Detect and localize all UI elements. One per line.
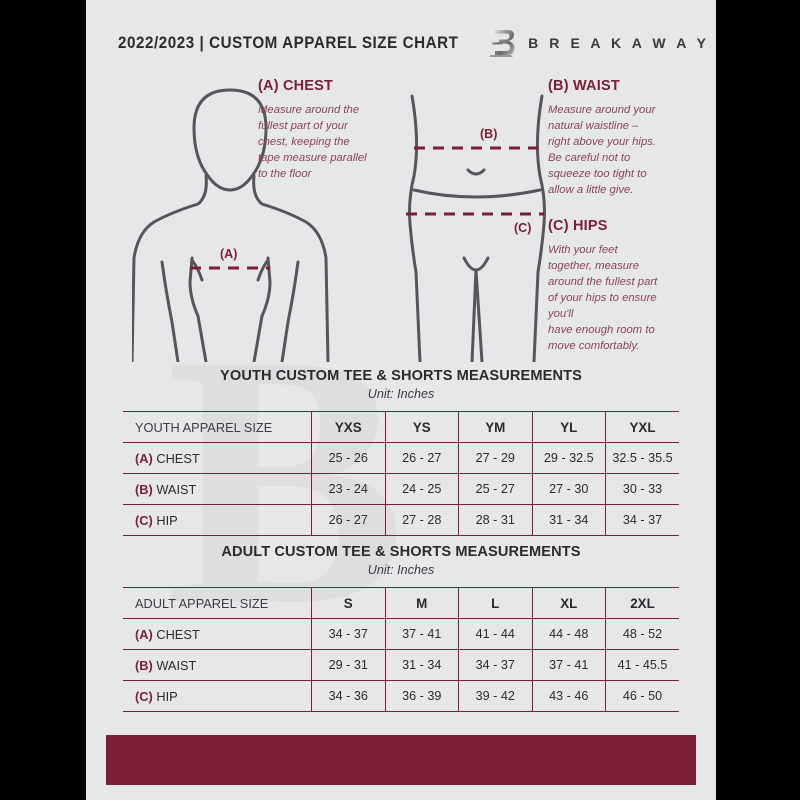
lower-body-figure: (B) (C) bbox=[406, 94, 546, 362]
table-cell: 37 - 41 bbox=[531, 649, 606, 681]
youth-section: YOUTH CUSTOM TEE & SHORTS MEASUREMENTS U… bbox=[86, 368, 716, 536]
adult-header-row: ADULT APPAREL SIZE S M L XL 2XL bbox=[123, 587, 679, 619]
brand-wordmark: B R E A K A W A Y bbox=[528, 35, 710, 51]
table-cell: 41 - 45.5 bbox=[605, 649, 679, 681]
table-cell: 24 - 25 bbox=[384, 473, 459, 505]
adult-section-unit: Unit: Inches bbox=[367, 563, 435, 577]
row-label-text: WAIST bbox=[156, 657, 197, 673]
footer-bar bbox=[106, 735, 696, 785]
table-row: (C) HIP 26 - 27 27 - 28 28 - 31 31 - 34 … bbox=[123, 504, 679, 536]
table-cell: 25 - 26 bbox=[311, 442, 386, 474]
row-tag: (A) bbox=[135, 450, 153, 466]
adult-row-label: (B) WAIST bbox=[123, 649, 312, 681]
table-row: (A) CHEST 34 - 37 37 - 41 41 - 44 44 - 4… bbox=[123, 618, 679, 650]
page-header: 2022/2023 | CUSTOM APPAREL SIZE CHART bbox=[86, 26, 716, 60]
table-cell: 36 - 39 bbox=[384, 680, 459, 712]
table-cell: 23 - 24 bbox=[311, 473, 386, 505]
hips-marker-label: (C) bbox=[514, 221, 531, 235]
youth-size-header: YL bbox=[531, 411, 606, 443]
row-tag: (B) bbox=[135, 481, 153, 497]
row-label-text: CHEST bbox=[156, 626, 200, 642]
adult-size-header: L bbox=[458, 587, 533, 619]
table-cell: 26 - 27 bbox=[311, 504, 386, 536]
table-cell: 34 - 37 bbox=[458, 649, 533, 681]
table-row: (B) WAIST 29 - 31 31 - 34 34 - 37 37 - 4… bbox=[123, 649, 679, 681]
adult-size-header: S bbox=[311, 587, 386, 619]
adult-size-label: ADULT APPAREL SIZE bbox=[123, 587, 312, 619]
table-cell: 46 - 50 bbox=[605, 680, 679, 712]
table-cell: 32.5 - 35.5 bbox=[605, 442, 679, 474]
adult-size-table: ADULT APPAREL SIZE S M L XL 2XL (A) CHES… bbox=[123, 587, 679, 712]
callout-hips: (C) HIPS With your feet together, measur… bbox=[548, 218, 690, 354]
youth-section-unit: Unit: Inches bbox=[367, 387, 435, 401]
youth-row-label: (C) HIP bbox=[123, 504, 312, 536]
chest-marker-label: (A) bbox=[220, 247, 237, 261]
table-cell: 43 - 46 bbox=[531, 680, 606, 712]
table-cell: 25 - 27 bbox=[458, 473, 533, 505]
callout-chest-body: Measure around the fullest part of your … bbox=[258, 104, 367, 181]
size-chart-page: B 2022/2023 | CUSTOM APPAREL SIZE CHART bbox=[86, 0, 716, 800]
waist-marker-label: (B) bbox=[480, 127, 497, 141]
youth-size-header: YXS bbox=[311, 411, 386, 443]
table-cell: 41 - 44 bbox=[458, 618, 533, 650]
table-cell: 27 - 30 bbox=[531, 473, 606, 505]
row-label-text: HIP bbox=[156, 688, 178, 704]
table-cell: 27 - 29 bbox=[458, 442, 533, 474]
row-tag: (B) bbox=[135, 657, 153, 673]
youth-size-header: YS bbox=[384, 411, 459, 443]
table-cell: 39 - 42 bbox=[458, 680, 533, 712]
callout-waist: (B) WAIST Measure around your natural wa… bbox=[548, 78, 690, 198]
callout-chest: (A) CHEST Measure around the fullest par… bbox=[258, 78, 400, 182]
adult-section-title: ADULT CUSTOM TEE & SHORTS MEASUREMENTS bbox=[221, 544, 581, 560]
youth-header-row: YOUTH APPAREL SIZE YXS YS YM YL YXL bbox=[123, 411, 679, 443]
youth-row-label: (B) WAIST bbox=[123, 473, 312, 505]
row-label-text: CHEST bbox=[156, 450, 200, 466]
table-cell: 28 - 31 bbox=[458, 504, 533, 536]
adult-size-header: 2XL bbox=[605, 587, 679, 619]
table-cell: 30 - 33 bbox=[605, 473, 679, 505]
adult-section: ADULT CUSTOM TEE & SHORTS MEASUREMENTS U… bbox=[86, 544, 716, 712]
adult-size-header: XL bbox=[531, 587, 606, 619]
callout-waist-title: (B) WAIST bbox=[548, 78, 620, 94]
table-cell: 26 - 27 bbox=[384, 442, 459, 474]
callout-waist-body: Measure around your natural waistline – … bbox=[548, 104, 657, 197]
row-tag: (A) bbox=[135, 626, 153, 642]
brand-lockup: B R E A K A W A Y bbox=[488, 27, 710, 59]
table-cell: 37 - 41 bbox=[384, 618, 459, 650]
table-cell: 34 - 36 bbox=[311, 680, 386, 712]
table-cell: 27 - 28 bbox=[384, 504, 459, 536]
youth-size-label: YOUTH APPAREL SIZE bbox=[123, 411, 312, 443]
upper-body-figure: (A) bbox=[132, 88, 330, 362]
table-cell: 31 - 34 bbox=[531, 504, 606, 536]
table-cell: 29 - 31 bbox=[311, 649, 386, 681]
callout-chest-title: (A) CHEST bbox=[258, 78, 334, 94]
row-label-text: WAIST bbox=[156, 481, 197, 497]
youth-row-label: (A) CHEST bbox=[123, 442, 312, 474]
table-cell: 34 - 37 bbox=[605, 504, 679, 536]
measurement-illustrations: (A) (B) (C) (A) CHE bbox=[86, 72, 716, 362]
table-cell: 48 - 52 bbox=[605, 618, 679, 650]
row-tag: (C) bbox=[135, 512, 153, 528]
youth-size-header: YM bbox=[458, 411, 533, 443]
youth-size-header: YXL bbox=[605, 411, 679, 443]
callout-hips-body: With your feet together, measure around … bbox=[548, 244, 658, 353]
table-cell: 31 - 34 bbox=[384, 649, 459, 681]
table-row: (A) CHEST 25 - 26 26 - 27 27 - 29 29 - 3… bbox=[123, 442, 679, 474]
adult-size-header: M bbox=[384, 587, 459, 619]
table-cell: 44 - 48 bbox=[531, 618, 606, 650]
youth-size-table: YOUTH APPAREL SIZE YXS YS YM YL YXL (A) … bbox=[123, 411, 679, 536]
table-row: (B) WAIST 23 - 24 24 - 25 25 - 27 27 - 3… bbox=[123, 473, 679, 505]
table-cell: 34 - 37 bbox=[311, 618, 386, 650]
page-title: 2022/2023 | CUSTOM APPAREL SIZE CHART bbox=[118, 33, 459, 52]
table-row: (C) HIP 34 - 36 36 - 39 39 - 42 43 - 46 … bbox=[123, 680, 679, 712]
callout-hips-title: (C) HIPS bbox=[548, 218, 608, 234]
youth-section-title: YOUTH CUSTOM TEE & SHORTS MEASUREMENTS bbox=[220, 368, 582, 384]
adult-row-label: (A) CHEST bbox=[123, 618, 312, 650]
adult-row-label: (C) HIP bbox=[123, 680, 312, 712]
breakaway-b-monogram-icon bbox=[489, 30, 515, 57]
row-label-text: HIP bbox=[156, 512, 178, 528]
row-tag: (C) bbox=[135, 688, 153, 704]
table-cell: 29 - 32.5 bbox=[531, 442, 606, 474]
